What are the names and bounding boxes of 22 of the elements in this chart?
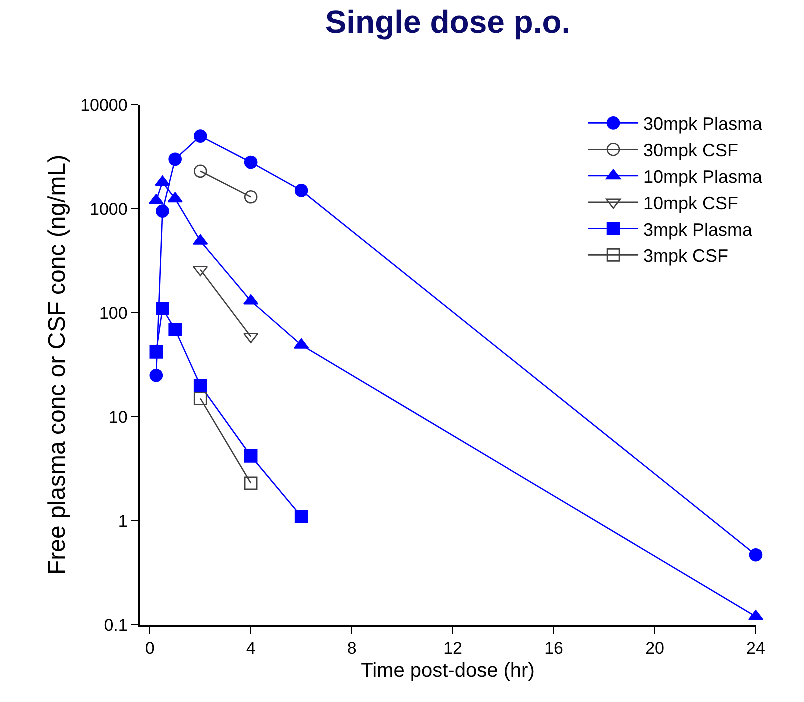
chart-title: Single dose p.o. <box>325 4 571 40</box>
y-tick-label: 0.1 <box>104 616 128 635</box>
y-tick-label: 1000 <box>90 200 128 219</box>
y-tick-label: 100 <box>99 304 128 323</box>
legend-label: 30mpk CSF <box>644 140 739 161</box>
legend-label: 3mpk Plasma <box>644 220 754 240</box>
legend-label: 30mpk Plasma <box>644 114 764 134</box>
legend-label: 3mpk CSF <box>644 246 729 266</box>
y-tick-label: 10 <box>108 408 128 427</box>
x-tick-label: 0 <box>145 639 155 658</box>
y-tick-label: 10000 <box>80 96 128 115</box>
x-tick-label: 12 <box>444 639 463 658</box>
x-tick-label: 8 <box>347 639 357 658</box>
x-tick-label: 4 <box>246 639 256 658</box>
x-tick-label: 24 <box>746 639 766 658</box>
legend-label: 10mpk Plasma <box>644 167 764 188</box>
y-axis-title: Free plasma conc or CSF conc (ng/mL) <box>44 154 72 576</box>
x-tick-label: 20 <box>646 639 664 658</box>
legend-label: 10mpk CSF <box>644 193 739 214</box>
y-tick-label: 1 <box>118 512 128 531</box>
x-axis-title: Time post-dose (hr) <box>361 660 535 682</box>
x-tick-label: 16 <box>544 639 564 658</box>
